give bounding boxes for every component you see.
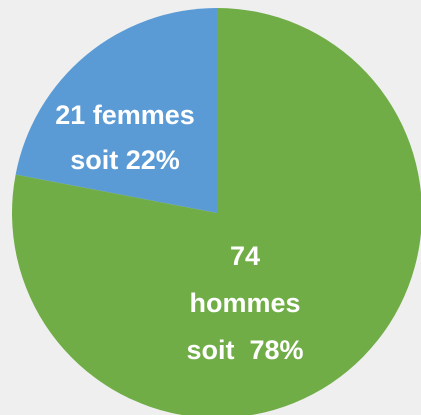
- pie-slice: [12, 8, 421, 415]
- data-label: hommes: [189, 288, 300, 318]
- data-label: soit 22%: [70, 145, 180, 175]
- pie-slice: [15, 8, 217, 213]
- data-label: 21 femmes: [55, 100, 195, 130]
- data-label: soit 78%: [186, 335, 303, 365]
- data-label: 74: [230, 241, 260, 271]
